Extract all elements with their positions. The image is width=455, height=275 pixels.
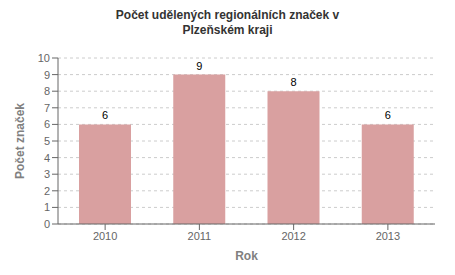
- svg-text:4: 4: [44, 152, 50, 164]
- svg-text:Rok: Rok: [235, 249, 258, 263]
- svg-text:2010: 2010: [93, 230, 117, 242]
- svg-text:8: 8: [44, 85, 50, 97]
- svg-text:9: 9: [196, 60, 202, 72]
- svg-text:0: 0: [44, 218, 50, 230]
- svg-text:2011: 2011: [188, 230, 212, 242]
- svg-text:2013: 2013: [376, 230, 400, 242]
- svg-text:1: 1: [44, 201, 50, 213]
- svg-text:9: 9: [44, 69, 50, 81]
- html-text:Plzeňském kraji: Plzeňském kraji: [182, 23, 273, 37]
- svg-text:6: 6: [385, 109, 391, 121]
- svg-text:10: 10: [38, 52, 50, 64]
- html-text:Počet udělených regionálních z: Počet udělených regionálních značek v: [115, 8, 340, 22]
- svg-text:Počet značek: Počet značek: [13, 103, 27, 179]
- svg-text:5: 5: [44, 135, 50, 147]
- svg-text:6: 6: [102, 109, 108, 121]
- svg-text:7: 7: [44, 102, 50, 114]
- svg-text:2012: 2012: [281, 230, 305, 242]
- svg-text:2: 2: [44, 185, 50, 197]
- svg-text:6: 6: [44, 118, 50, 130]
- svg-text:8: 8: [290, 76, 296, 88]
- svg-text:3: 3: [44, 168, 50, 180]
